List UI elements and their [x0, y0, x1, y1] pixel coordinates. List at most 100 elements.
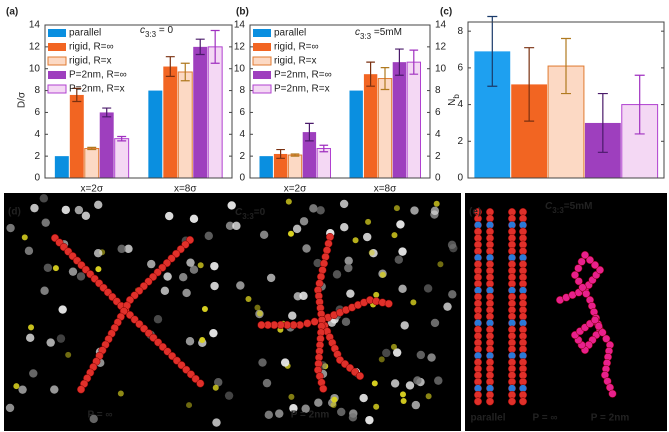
particle [332, 270, 342, 279]
particle [433, 200, 440, 207]
bar [316, 147, 332, 179]
text-part: =5mM [371, 27, 402, 38]
y-tick-label: 10 [435, 63, 447, 74]
particle [41, 218, 50, 227]
legend-label: P=2nm, R=x [274, 84, 330, 95]
bar [349, 90, 363, 178]
particle [413, 376, 422, 385]
bead [322, 246, 332, 255]
particle [117, 390, 124, 397]
y-tick-label: 14 [435, 20, 447, 31]
bead [507, 397, 517, 406]
particle [289, 404, 298, 413]
legend-label: rigid, R=x [274, 56, 317, 67]
particle [201, 306, 208, 313]
legend-label: P=2nm, R=∞ [69, 70, 127, 81]
plot-frame [249, 24, 431, 179]
bead [578, 283, 587, 292]
particle [348, 413, 358, 422]
particle [371, 380, 378, 387]
particle [337, 407, 346, 417]
particle [330, 401, 337, 408]
particle [394, 255, 403, 264]
particle [365, 218, 372, 225]
bead [577, 257, 586, 266]
bead [518, 397, 528, 406]
particle [411, 400, 421, 410]
x-tick-label: x=2σ [80, 184, 103, 195]
particle [227, 201, 236, 210]
particle [179, 272, 188, 282]
particle [81, 211, 91, 221]
x-tick-label: x=8σ [174, 184, 197, 195]
text-part: 3:3 [552, 206, 564, 215]
bead [590, 315, 600, 325]
annotation: c3:3 = 0 [140, 25, 174, 39]
particle [6, 223, 15, 233]
particle [25, 333, 35, 343]
particle [259, 230, 269, 240]
bead [570, 270, 580, 280]
plot-frame [44, 24, 233, 179]
y-axis-label: D/σ [17, 91, 28, 108]
error-bar [319, 144, 329, 153]
y-tick-label: 6 [239, 107, 245, 118]
bead [598, 328, 607, 337]
y-tick-label: 0 [239, 173, 245, 184]
y-tick-label: 4 [457, 99, 463, 110]
particle [443, 302, 452, 311]
particle [147, 259, 156, 269]
bead [257, 320, 266, 330]
particle [379, 271, 386, 278]
particle [373, 291, 380, 298]
particle [344, 256, 353, 265]
particle [258, 358, 267, 367]
legend-swatch [252, 56, 272, 66]
bar [193, 46, 208, 178]
y-tick-label: 4 [34, 129, 40, 140]
bar [287, 154, 303, 179]
error-bar [366, 61, 375, 87]
bead [585, 255, 595, 265]
y-tick-label: 10 [234, 63, 246, 74]
y-tick-label: 4 [435, 129, 441, 140]
error-bar [634, 74, 645, 135]
particle [50, 385, 59, 394]
legend-label: rigid, R=∞ [69, 42, 114, 53]
bead [325, 232, 335, 242]
particle [58, 305, 67, 314]
bar [54, 156, 69, 178]
particle [160, 286, 170, 295]
y-tick-label: 10 [29, 63, 41, 74]
particle [76, 272, 86, 281]
particle [124, 244, 133, 253]
particle [199, 337, 206, 344]
particle [301, 404, 310, 413]
particle [309, 204, 318, 213]
legend-swatch [253, 43, 271, 51]
bar [114, 138, 130, 179]
particle [74, 205, 84, 215]
text-part: =5mM [564, 201, 593, 212]
particle [28, 324, 35, 331]
particle [363, 232, 372, 242]
particle [288, 311, 297, 320]
bead [602, 334, 611, 343]
bead [318, 266, 327, 275]
bar [259, 156, 273, 178]
particle [209, 328, 218, 338]
bead [319, 384, 328, 393]
bar [377, 78, 393, 179]
bead [77, 385, 86, 394]
text-part: c [355, 27, 360, 38]
particle [18, 385, 27, 394]
legend-swatch [253, 29, 271, 37]
y-tick-label: 2 [34, 151, 40, 162]
legend-label: parallel [69, 28, 101, 39]
y-tick-label: 14 [234, 20, 246, 31]
particle [204, 231, 213, 241]
text-part: 3:3 [360, 32, 372, 41]
y-tick-label: 6 [34, 107, 40, 118]
bead [574, 264, 583, 273]
